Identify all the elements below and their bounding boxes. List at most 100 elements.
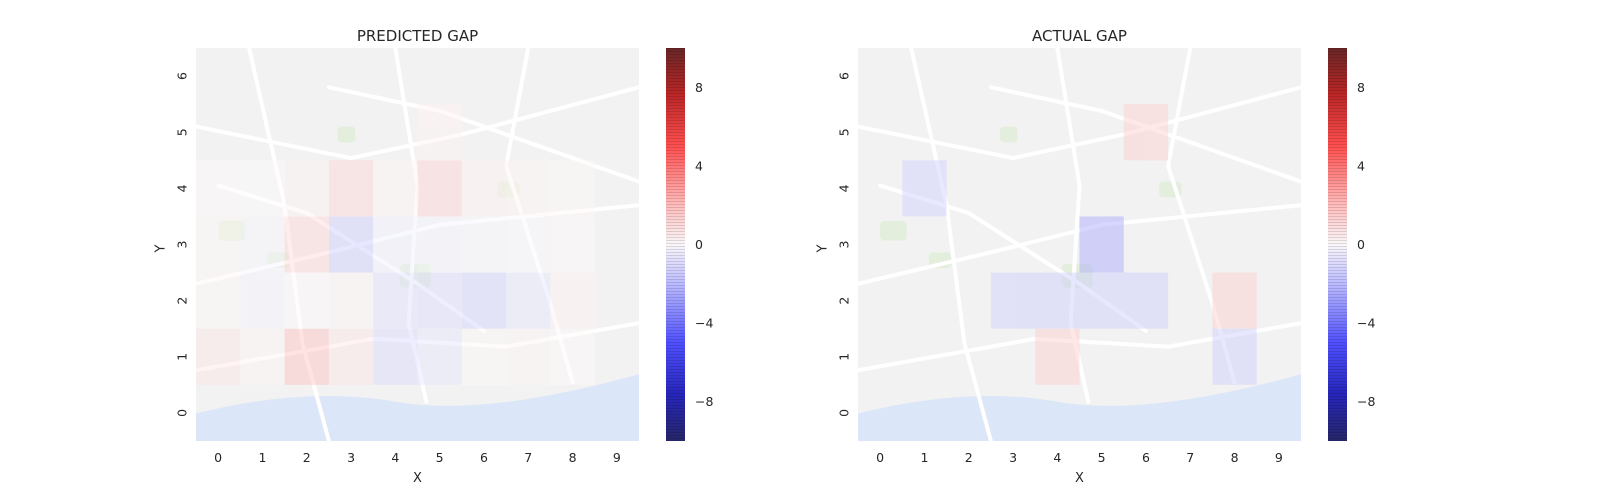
map-street [194, 321, 641, 373]
y-axis-label: Y [816, 244, 831, 253]
heat-cells [902, 104, 1257, 385]
heat-cell [417, 272, 462, 329]
map-park [399, 264, 431, 288]
heat-cell [284, 160, 329, 217]
colorbar: 8 4 0 −4 −8 [1328, 48, 1375, 441]
map-background [856, 46, 1303, 443]
heatmap-panel-actual: ACTUAL GAP 0 1 2 3 4 5 6 7 8 9 0 1 2 3 4 5 6 X Y 8 4 0 −4 −8 [816, 27, 1376, 486]
x-axis-label: X [1075, 471, 1084, 486]
map-street [393, 46, 429, 404]
y-tick-label: 4 [837, 184, 852, 192]
map-land [196, 48, 639, 441]
map-street [247, 46, 331, 443]
x-tick-label: 6 [1142, 450, 1150, 465]
heat-cell [506, 160, 551, 217]
heat-cell [240, 216, 285, 273]
y-tick-label: 4 [175, 184, 190, 192]
chart-title: ACTUAL GAP [1032, 27, 1127, 45]
colorbar-tick-label: −8 [695, 394, 713, 409]
x-tick-label: 2 [965, 450, 973, 465]
map-park [1061, 264, 1093, 288]
heat-cell [196, 160, 241, 217]
heat-cell [506, 328, 551, 385]
y-tick-label: 2 [175, 297, 190, 305]
map-park [999, 126, 1018, 143]
heat-cell [902, 160, 947, 217]
colorbar-tick-label: −4 [1357, 316, 1375, 331]
y-tick-label: 5 [837, 128, 852, 136]
colorbar-tick-label: 8 [695, 80, 703, 95]
heat-cell [1123, 272, 1169, 329]
map-street [856, 85, 1303, 161]
heat-cell [990, 272, 1036, 329]
x-tick-label: 5 [436, 450, 444, 465]
chart-title: PREDICTED GAP [357, 27, 478, 45]
heat-cell [196, 328, 241, 385]
heat-cell [461, 328, 507, 385]
colorbar-tick-label: 4 [1357, 158, 1365, 173]
x-tick-label: 2 [303, 450, 311, 465]
heat-cell [373, 216, 418, 273]
heat-cell [461, 272, 507, 329]
heat-cell [1212, 328, 1257, 385]
heat-cell [284, 216, 329, 273]
heat-cell [240, 272, 285, 329]
heat-cells [196, 104, 595, 385]
map-street [909, 46, 993, 443]
heatmap-panel-predicted: PREDICTED GAP 0 1 2 3 4 5 6 7 8 9 0 1 2 3 4 5 6 X Y 8 4 0 −4 −8 [154, 27, 714, 486]
y-tick-label: 3 [837, 241, 852, 249]
heat-cell [1035, 272, 1080, 329]
map-street [194, 203, 641, 286]
heat-cell [550, 216, 595, 273]
heat-cell [284, 328, 329, 385]
map-street [216, 183, 486, 333]
heat-cell [284, 272, 329, 329]
x-tick-label: 0 [876, 450, 884, 465]
map-street [856, 321, 1303, 373]
y-tick-label: 0 [837, 409, 852, 417]
heat-cell [461, 160, 507, 217]
heat-cell [1079, 216, 1124, 273]
heat-cell [373, 160, 418, 217]
heat-cell [417, 160, 462, 217]
map-street [194, 85, 641, 161]
heat-cell [328, 328, 374, 385]
map-street [878, 183, 1148, 333]
x-tick-label: 4 [391, 450, 399, 465]
heat-cell [373, 328, 418, 385]
heat-cell [373, 272, 418, 329]
map-street [1055, 46, 1091, 404]
colorbar-tick-label: 0 [695, 237, 703, 252]
x-tick-label: 7 [1186, 450, 1194, 465]
heat-cell [461, 216, 507, 273]
y-tick-label: 6 [837, 72, 852, 80]
y-tick-label: 1 [175, 353, 190, 361]
x-tick-label: 1 [920, 450, 928, 465]
colorbar-tick-label: 4 [695, 158, 703, 173]
x-tick-label: 6 [480, 450, 488, 465]
heat-cell [417, 216, 462, 273]
y-tick-label: 3 [175, 241, 190, 249]
x-tick-label: 7 [524, 450, 532, 465]
heat-cell [1212, 272, 1257, 329]
x-tick-label: 1 [258, 450, 266, 465]
map-park [337, 126, 356, 143]
heat-cell [506, 216, 551, 273]
heat-cell [240, 160, 285, 217]
x-tick-label: 4 [1053, 450, 1061, 465]
map-street [988, 85, 1303, 184]
colorbar: 8 4 0 −4 −8 [666, 48, 713, 441]
x-tick-label: 0 [214, 450, 222, 465]
heat-cell [1035, 328, 1080, 385]
map-street [856, 203, 1303, 286]
heat-cell [506, 272, 551, 329]
heat-cell [328, 160, 374, 217]
heat-cell [417, 104, 462, 161]
heat-cell [550, 272, 595, 329]
heat-cell [550, 160, 595, 217]
y-axis-label: Y [154, 244, 169, 253]
x-tick-label: 9 [613, 450, 621, 465]
y-tick-label: 2 [837, 297, 852, 305]
x-tick-label: 9 [1275, 450, 1283, 465]
heat-cell [196, 272, 241, 329]
